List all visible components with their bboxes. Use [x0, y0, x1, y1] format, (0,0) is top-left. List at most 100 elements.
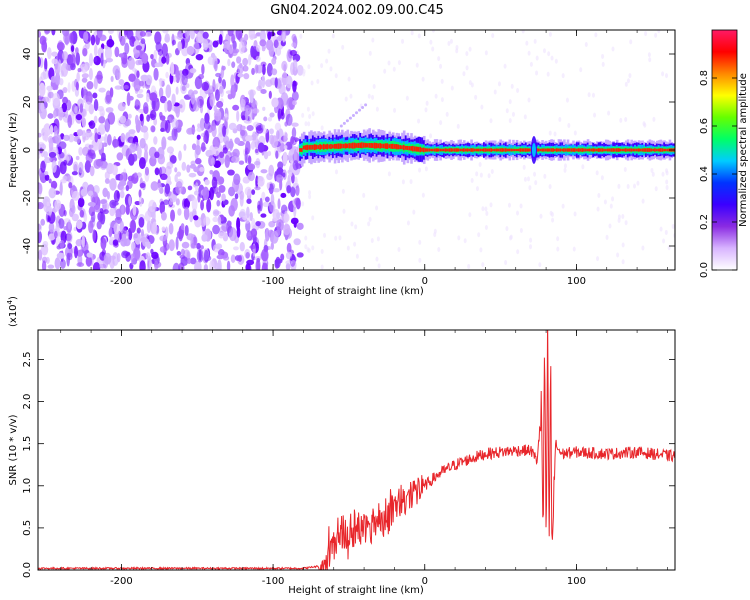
- heatmap-signal-cell: [619, 148, 623, 152]
- heatmap-noise-cell: [212, 224, 220, 235]
- heatmap-noise-cell: [95, 74, 103, 80]
- heatmap-noise-cell: [288, 171, 292, 178]
- heatmap-faint-cell: [587, 92, 591, 98]
- heatmap-faint-cell: [654, 186, 658, 192]
- heatmap-noise-cell: [146, 220, 152, 234]
- heatmap-noise-cell: [53, 125, 58, 135]
- heatmap-noise-cell: [39, 147, 43, 154]
- heatmap-signal-cell: [579, 148, 583, 152]
- heatmap-signal-cell: [444, 148, 448, 152]
- heatmap-noise-cell: [218, 184, 226, 193]
- heatmap-signal-cell: [371, 143, 375, 148]
- heatmap-noise-cell: [75, 155, 80, 161]
- heatmap-signal-cell: [510, 148, 513, 152]
- heatmap-faint-cell: [543, 173, 547, 179]
- heatmap-noise-cell: [239, 241, 245, 252]
- heatmap-signal-cell: [643, 148, 646, 152]
- heatmap-noise-cell: [54, 84, 59, 90]
- heatmap-noise-cell: [296, 64, 304, 76]
- heatmap-noise-cell: [51, 51, 58, 57]
- heatmap-noise-cell: [212, 136, 221, 150]
- heatmap-faint-cell: [425, 100, 429, 106]
- heatmap-noise-cell: [202, 39, 209, 51]
- heatmap-noise-cell: [261, 124, 265, 129]
- heatmap-faint-cell: [450, 85, 454, 91]
- heatmap-signal-cell: [386, 143, 390, 150]
- heatmap-faint-cell: [497, 81, 501, 87]
- heatmap-noise-cell: [181, 73, 188, 86]
- spectrogram-y-tick-label: 40: [22, 48, 33, 61]
- heatmap-noise-cell: [94, 205, 101, 213]
- heatmap-noise-cell: [255, 259, 261, 270]
- heatmap-noise-cell: [174, 167, 178, 173]
- heatmap-faint-cell: [465, 51, 469, 57]
- heatmap-noise-cell: [240, 98, 246, 112]
- heatmap-noise-cell: [106, 38, 115, 48]
- heatmap-noise-cell: [214, 262, 222, 270]
- heatmap-signal-cell: [302, 145, 306, 150]
- heatmap-faint-cell: [611, 196, 615, 202]
- heatmap-signal-cell: [341, 143, 344, 149]
- heatmap-noise-cell: [134, 114, 139, 126]
- heatmap-faint-cell: [641, 245, 645, 251]
- heatmap-noise-cell: [140, 38, 146, 45]
- heatmap-noise-cell: [109, 207, 116, 217]
- heatmap-noise-cell: [59, 78, 64, 86]
- heatmap-signal-cell: [477, 148, 481, 152]
- heatmap-noise-cell: [283, 223, 291, 236]
- heatmap-faint-cell: [405, 95, 409, 101]
- heatmap-signal-cell: [555, 148, 559, 152]
- heatmap-noise-cell: [93, 44, 98, 57]
- heatmap-noise-cell: [282, 151, 288, 165]
- heatmap-noise-cell: [56, 41, 65, 51]
- heatmap-noise-cell: [139, 31, 147, 37]
- heatmap-faint-cell: [455, 48, 459, 54]
- heatmap-faint-cell: [355, 253, 359, 259]
- heatmap-noise-cell: [196, 248, 204, 263]
- heatmap-noise-cell: [266, 182, 270, 189]
- heatmap-faint-cell: [624, 117, 628, 123]
- heatmap-signal-cell: [648, 148, 652, 152]
- snr-x-tick-label: 0: [422, 576, 428, 587]
- heatmap-spike-core: [531, 143, 536, 157]
- heatmap-signal-cell: [401, 145, 404, 150]
- heatmap-signal-cell: [366, 143, 370, 148]
- heatmap-faint-cell: [507, 202, 511, 208]
- heatmap-signal-cell: [550, 148, 553, 152]
- heatmap-noise-cell: [128, 73, 136, 82]
- heatmap-faint-cell: [311, 111, 315, 117]
- heatmap-noise-cell: [215, 72, 222, 78]
- heatmap-signal-cell: [406, 145, 410, 151]
- heatmap-faint-cell: [596, 206, 600, 212]
- heatmap-noise-cell: [87, 201, 96, 207]
- heatmap-noise-cell: [98, 263, 107, 269]
- heatmap-noise-cell: [38, 230, 43, 244]
- heatmap-noise-cell: [231, 33, 235, 44]
- figure-title: GN04.2024.002.09.00.C45: [270, 3, 444, 18]
- heatmap-faint-cell: [371, 37, 375, 43]
- heatmap-signal-cell: [452, 148, 455, 152]
- heatmap-noise-cell: [81, 234, 85, 248]
- heatmap-signal-cell: [468, 148, 472, 152]
- heatmap-noise-cell: [166, 161, 174, 170]
- heatmap-noise-cell: [54, 257, 61, 270]
- heatmap-noise-cell: [48, 208, 52, 217]
- heatmap-noise-cell: [233, 246, 239, 251]
- heatmap-signal-cell: [663, 148, 666, 152]
- heatmap-signal-cell: [313, 144, 317, 151]
- heatmap-signal-cell: [568, 148, 572, 152]
- heatmap-noise-cell: [186, 164, 191, 173]
- heatmap-faint-cell: [370, 238, 374, 244]
- heatmap-noise-cell: [246, 124, 254, 132]
- heatmap-noise-cell: [76, 71, 80, 83]
- heatmap-noise-cell: [255, 148, 259, 154]
- heatmap-noise-cell: [173, 104, 180, 114]
- heatmap-noise-cell: [140, 125, 149, 133]
- heatmap-noise-cell: [38, 183, 43, 195]
- heatmap-faint-cell: [350, 221, 354, 227]
- heatmap-noise-cell: [63, 31, 71, 45]
- heatmap-noise-cell: [216, 254, 225, 260]
- heatmap-signal-cell: [364, 142, 368, 148]
- heatmap-noise-cell: [146, 241, 151, 249]
- heatmap-faint-cell: [440, 97, 444, 103]
